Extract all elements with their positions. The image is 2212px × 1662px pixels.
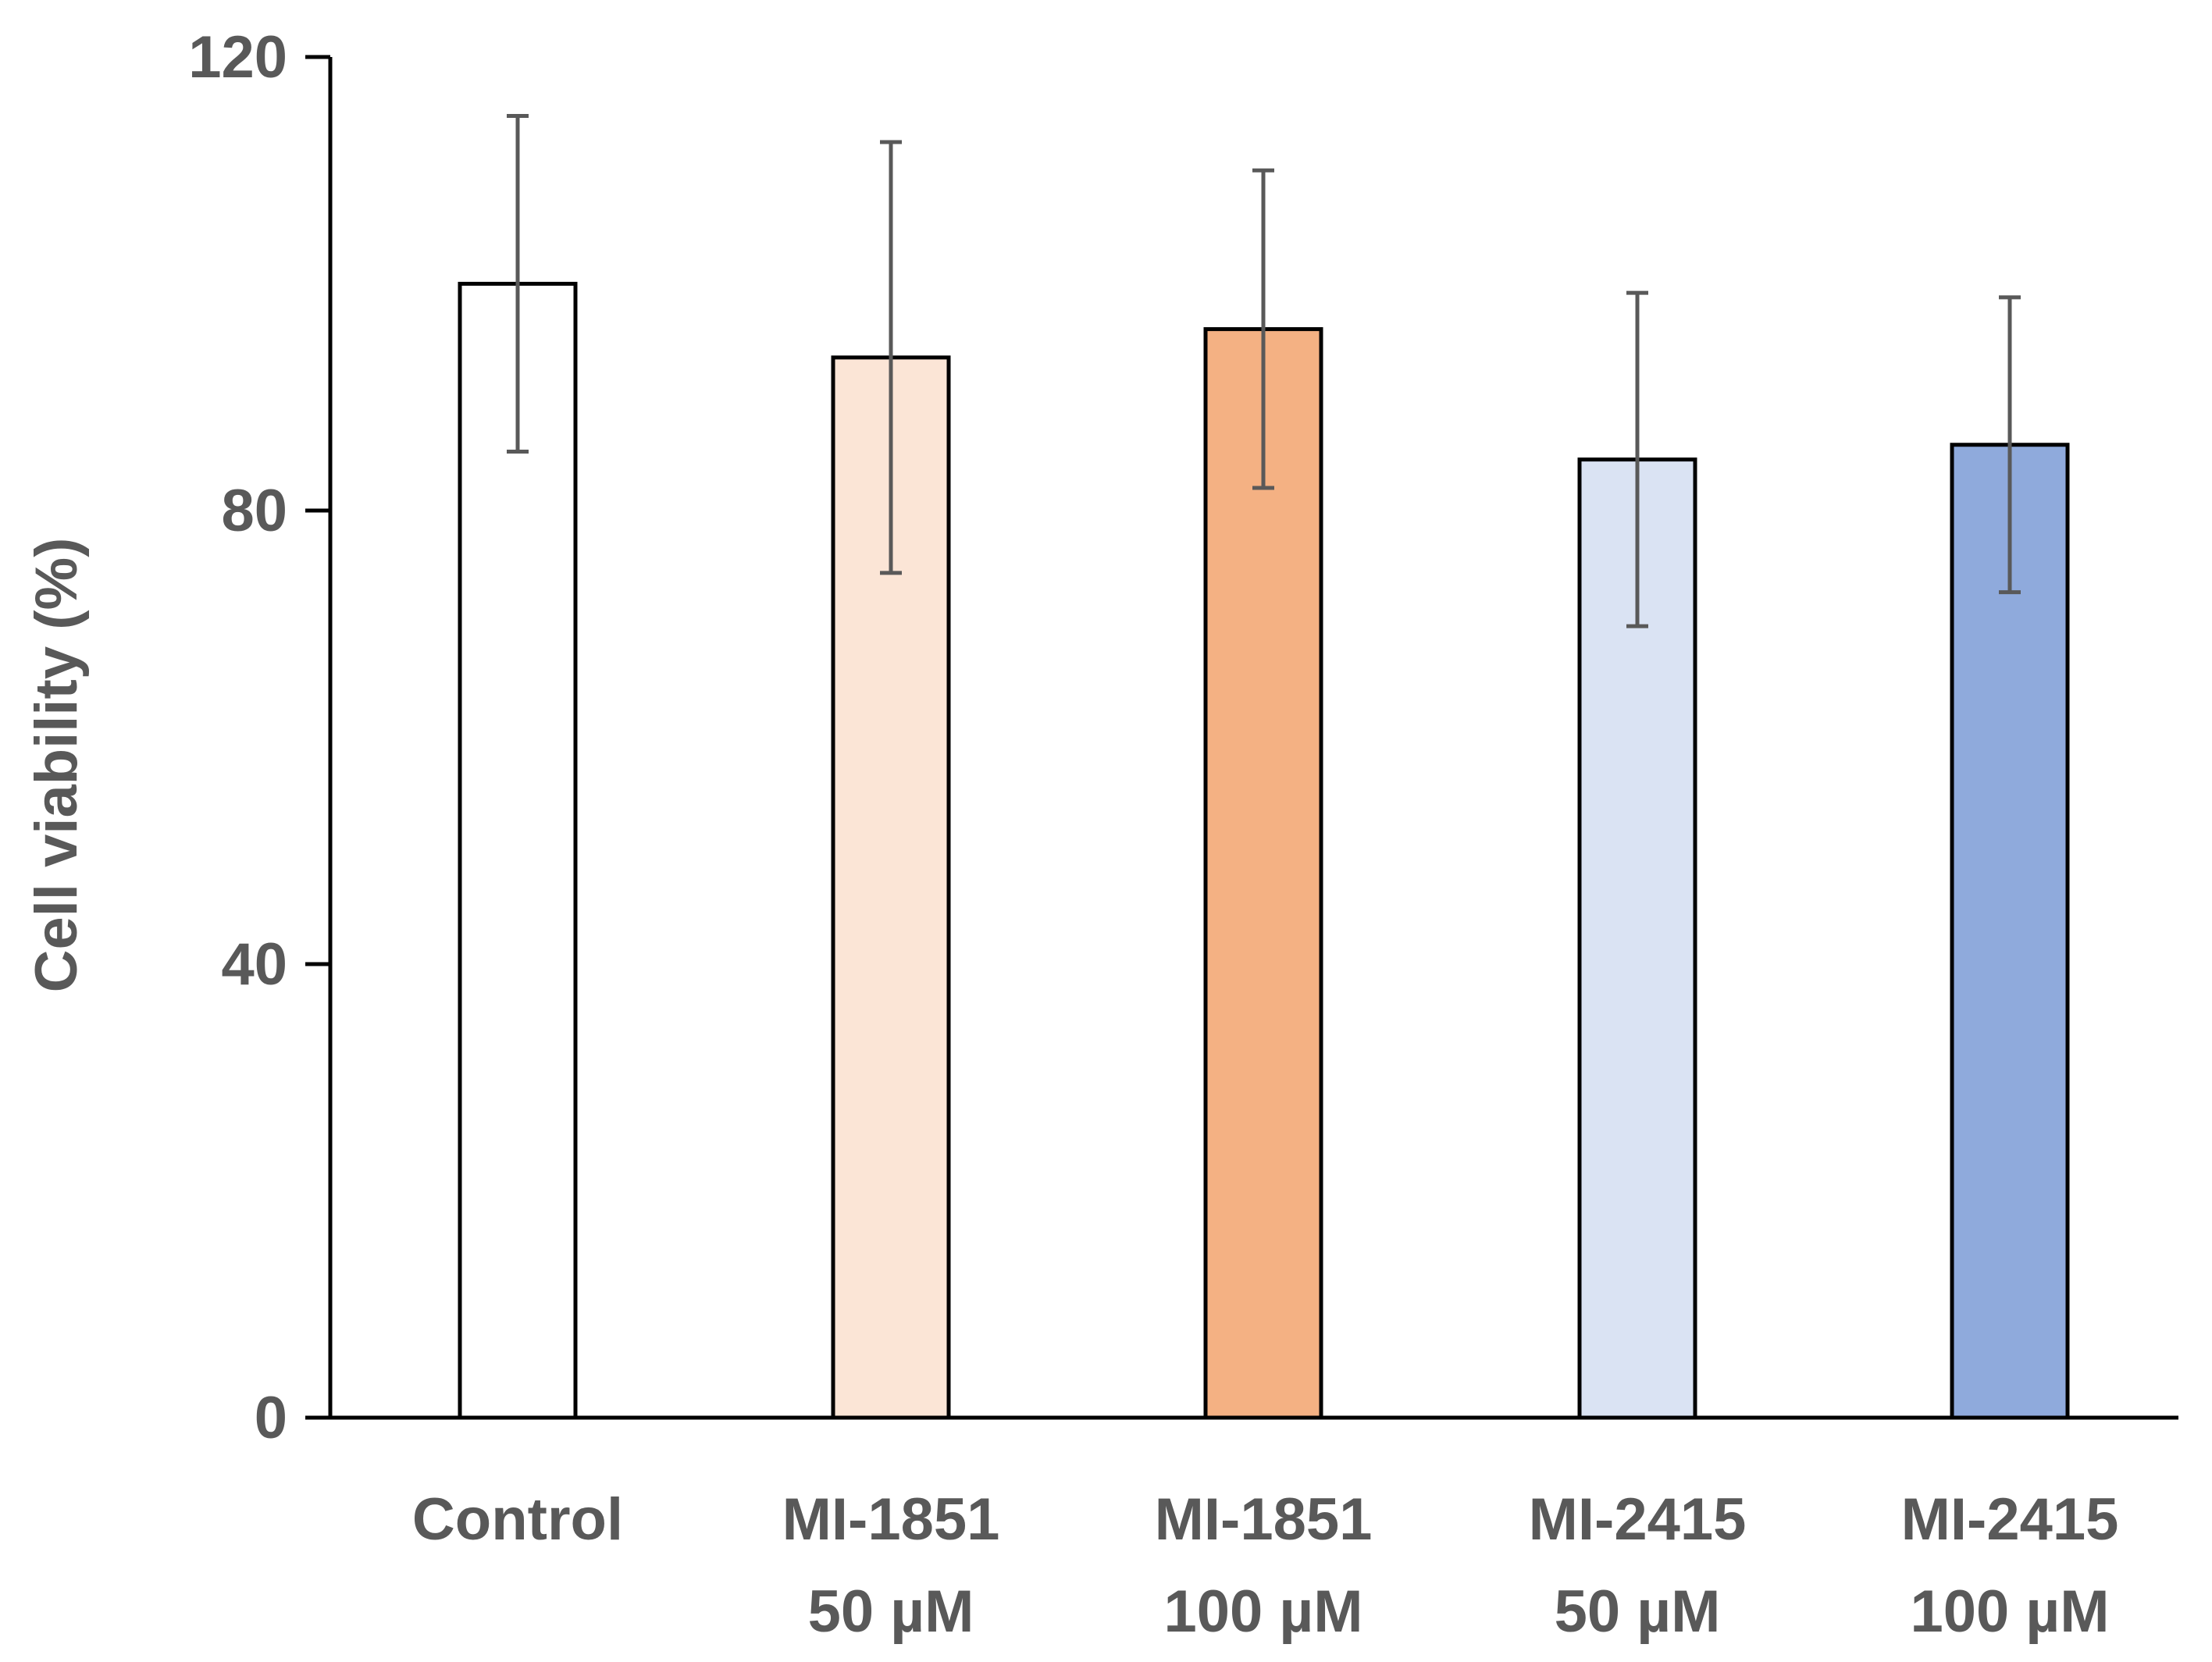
x-tick-label: MI-1851 100 µM: [1155, 1486, 1373, 1645]
x-tick-label-line: MI-1851: [782, 1486, 1000, 1553]
error-bar: [507, 114, 529, 454]
bar: [458, 282, 578, 1420]
x-tick-label: MI-2415 50 µM: [1529, 1486, 1747, 1645]
x-tick-label-line: 50 µM: [1555, 1578, 1721, 1645]
x-tick-label: MI-1851 50 µM: [782, 1486, 1000, 1645]
bar: [1203, 327, 1323, 1420]
x-tick-label-line: Control: [412, 1486, 623, 1553]
y-tick-label: 80: [221, 478, 287, 544]
x-tick-label-line: MI-2415: [1529, 1486, 1747, 1553]
x-tick-label-line: 50 µM: [808, 1578, 974, 1645]
error-bar: [1999, 295, 2021, 595]
bars: [458, 282, 2070, 1420]
x-tick-label-line: 100 µM: [1910, 1578, 2109, 1645]
error-bars: [507, 114, 2021, 628]
y-tick-label: 0: [255, 1385, 287, 1451]
x-tick-label: Control: [412, 1486, 623, 1553]
x-tick-label-line: 100 µM: [1163, 1578, 1362, 1645]
error-bar: [1252, 168, 1274, 490]
x-tick-label-line: MI-2415: [1901, 1486, 2119, 1553]
y-tick-label: 120: [188, 24, 287, 91]
y-tick-label: 40: [221, 931, 287, 998]
x-tick-label-line: MI-1851: [1155, 1486, 1373, 1553]
error-bar: [880, 140, 902, 575]
error-bar: [1626, 290, 1648, 628]
y-axis-title: Cell viability (%): [23, 538, 90, 993]
x-axis-labels: Control MI-1851 50 µM MI-1851 100 µM MI-2415 5…: [412, 1486, 2118, 1645]
x-tick-label: MI-2415 100 µM: [1901, 1486, 2119, 1645]
y-axis: 0 40 80 120: [188, 24, 333, 1451]
